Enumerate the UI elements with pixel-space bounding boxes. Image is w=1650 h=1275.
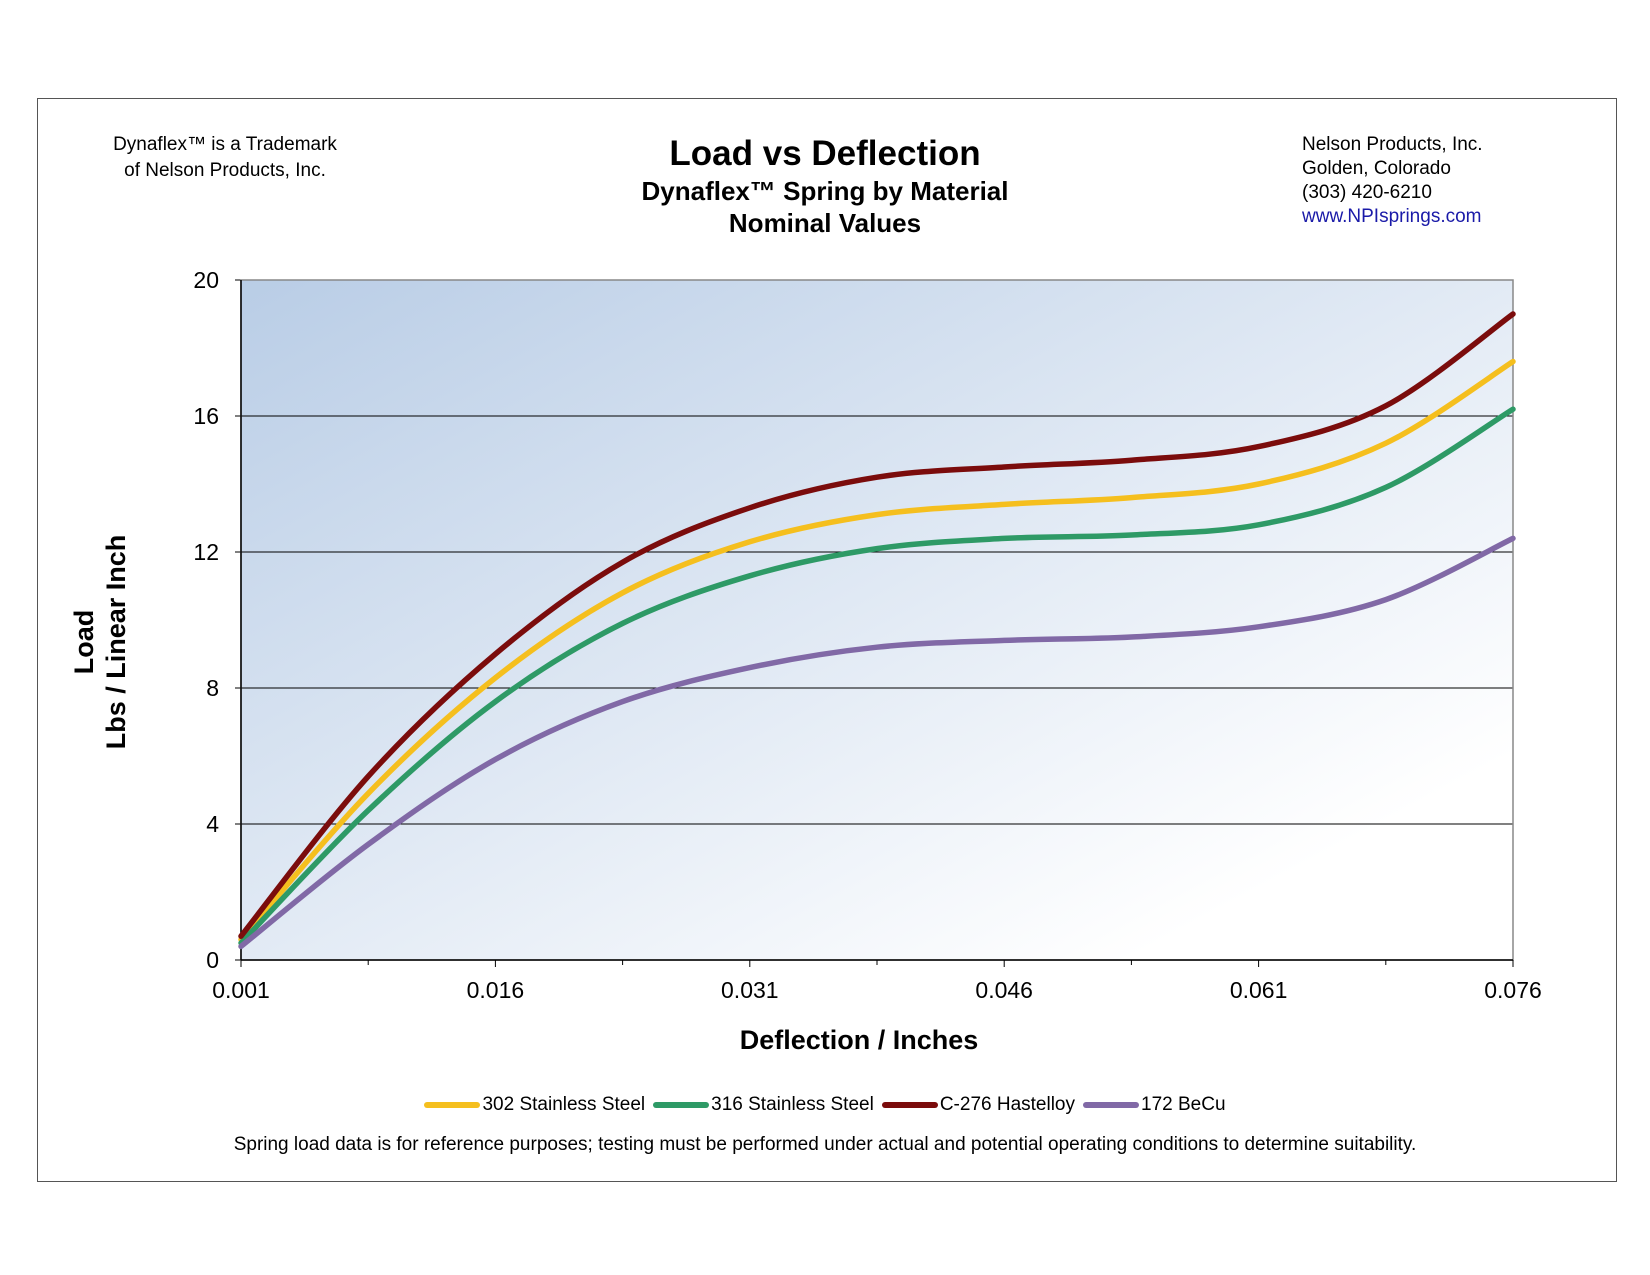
x-tick-label: 0.061	[1230, 977, 1288, 1003]
tick-labels: 0 4 8 12 16 20 0.001 0.016 0.031 0.046 0.061 0.076	[193, 267, 1541, 1003]
y-tick-label: 8	[206, 675, 219, 701]
legend-swatch	[881, 1102, 938, 1108]
series-line-302-stainless-steel	[238, 358, 1516, 943]
legend-swatch	[424, 1102, 481, 1108]
y-tick-label: 16	[193, 403, 219, 429]
legend-item: 302 Stainless Steel	[424, 1094, 645, 1116]
plot-area	[241, 280, 1513, 960]
series-line-c-276-hastelloy	[238, 311, 1516, 939]
legend-item: 316 Stainless Steel	[653, 1094, 874, 1116]
company-name: Nelson Products, Inc.	[1302, 134, 1483, 155]
legend-label: 316 Stainless Steel	[711, 1094, 874, 1115]
x-tick-label: 0.031	[721, 977, 779, 1003]
y-tick-label: 20	[193, 267, 219, 293]
x-tick-label: 0.001	[212, 977, 270, 1003]
y-axis-label-line-2: Lbs / Linear Inch	[101, 534, 131, 750]
x-tick-label: 0.076	[1484, 977, 1542, 1003]
company-phone: (303) 420-6210	[1302, 182, 1432, 203]
y-tick-label: 4	[206, 811, 219, 837]
x-tick-label: 0.046	[975, 977, 1033, 1003]
series-line-316-stainless-steel	[238, 406, 1516, 946]
legend-label: 172 BeCu	[1141, 1094, 1226, 1115]
series-line-172-becu	[238, 535, 1516, 950]
y-axis-label-line-1: Load	[69, 609, 99, 675]
legend-item: 172 BeCu	[1083, 1094, 1226, 1116]
chart-titles: Load vs Deflection Dynaflex™ Spring by M…	[525, 133, 1125, 239]
company-website-link[interactable]: www.NPIsprings.com	[1302, 206, 1482, 227]
legend-swatch	[1083, 1102, 1139, 1108]
legend-label: 302 Stainless Steel	[482, 1094, 646, 1115]
y-tick-label: 0	[206, 947, 219, 973]
legend: 302 Stainless Steel 316 Stainless Steel C-…	[0, 1092, 1650, 1116]
legend-swatch	[653, 1102, 710, 1108]
trademark-line-1: Dynaflex™ is a Trademark	[113, 134, 337, 155]
legend-item: C-276 Hastelloy	[881, 1094, 1075, 1116]
chart-subtitle-2: Nominal Values	[728, 208, 922, 238]
chart-title: Load vs Deflection	[669, 134, 981, 173]
company-info: Nelson Products, Inc. Golden, Colorado (…	[1302, 133, 1483, 229]
chart-frame	[37, 98, 1617, 1182]
x-axis-label: Deflection / Inches	[739, 1025, 979, 1055]
axes	[235, 279, 1514, 967]
company-location: Golden, Colorado	[1302, 158, 1451, 179]
disclaimer-text: Spring load data is for reference purpos…	[233, 1134, 1417, 1155]
y-tick-label: 12	[193, 539, 219, 565]
trademark-note: Dynaflex™ is a Trademark of Nelson Produ…	[60, 132, 390, 184]
trademark-line-2: of Nelson Products, Inc.	[124, 160, 326, 181]
series-lines	[238, 311, 1516, 950]
x-tick-label: 0.016	[467, 977, 525, 1003]
chart-subtitle-1: Dynaflex™ Spring by Material	[641, 176, 1009, 206]
legend-label: C-276 Hastelloy	[939, 1094, 1075, 1115]
